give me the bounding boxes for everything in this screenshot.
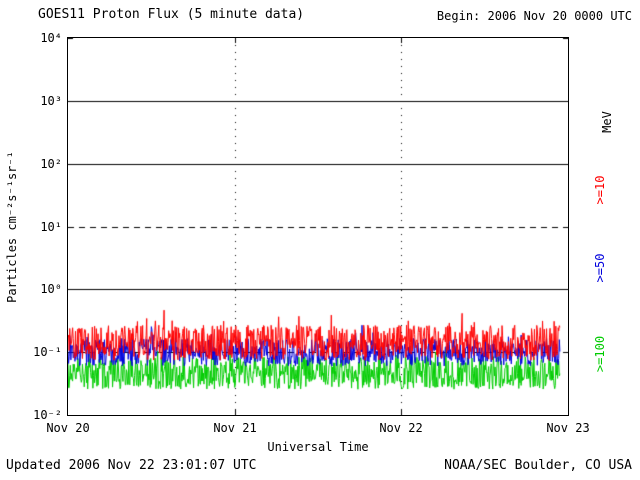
series-label-ge50: >=50 <box>593 253 607 283</box>
y-axis-label: Particles cm⁻²s⁻¹sr⁻¹ <box>5 151 19 303</box>
plot-canvas <box>68 38 568 415</box>
x-tick-label: Nov 20 <box>46 421 90 435</box>
y-tick-label: 10¹ <box>40 220 62 234</box>
y-tick-label: 10⁻² <box>33 408 62 422</box>
x-tick-label: Nov 22 <box>379 421 423 435</box>
credit-label: NOAA/SEC Boulder, CO USA <box>444 458 632 473</box>
y-tick-label: 10⁻¹ <box>33 345 62 359</box>
x-tick-label: Nov 21 <box>213 421 257 435</box>
begin-time-label: Begin: 2006 Nov 20 0000 UTC <box>436 9 632 23</box>
series-label-ge10: >=10 <box>593 175 607 205</box>
right-axis-unit-label: MeV <box>600 111 614 133</box>
y-tick-label: 10⁴ <box>40 31 62 45</box>
plot-frame <box>67 37 569 416</box>
y-tick-label: 10⁰ <box>40 282 62 296</box>
chart-title: GOES11 Proton Flux (5 minute data) <box>38 7 305 22</box>
updated-timestamp: Updated 2006 Nov 22 23:01:07 UTC <box>6 458 257 473</box>
x-axis-label: Universal Time <box>267 440 369 454</box>
y-tick-label: 10² <box>40 157 62 171</box>
x-tick-label: Nov 23 <box>546 421 590 435</box>
y-tick-label: 10³ <box>40 94 62 108</box>
series-label-ge100: >=100 <box>593 335 607 373</box>
